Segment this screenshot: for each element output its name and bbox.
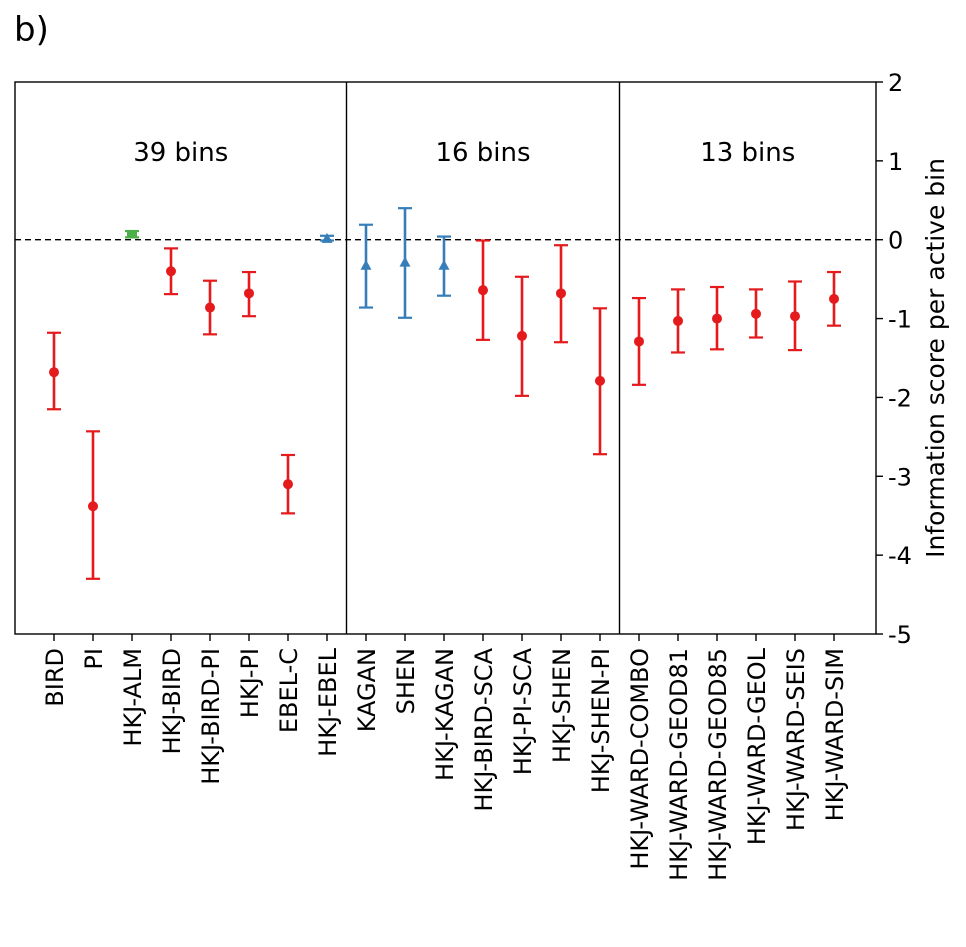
x-tick-label: HKJ-EBEL — [314, 647, 342, 756]
data-point — [399, 256, 411, 267]
panel-label: b) — [14, 10, 49, 50]
data-point — [673, 315, 683, 326]
x-tick-label: BIRD — [41, 648, 69, 707]
y-tick-label: -4 — [888, 542, 912, 570]
x-tick-label: HKJ-SHEN — [548, 648, 576, 763]
data-point — [556, 288, 566, 299]
y-axis-label: Information score per active bin — [921, 158, 950, 558]
group-dividers — [345, 82, 621, 634]
data-marks — [47, 207, 841, 580]
x-tick-label: HKJ-WARD-GEOL — [743, 647, 771, 845]
data-point — [478, 285, 488, 296]
plot-frame — [14, 81, 877, 635]
data-point — [712, 313, 722, 324]
x-tick-label: HKJ-WARD-SIM — [821, 648, 849, 821]
data-point — [283, 479, 293, 490]
data-point — [49, 367, 59, 378]
x-tick-label: HKJ-WARD-GEOD81 — [665, 648, 693, 881]
group-labels: 39 bins 16 bins 13 bins — [133, 138, 795, 168]
x-tick-label: PI — [80, 648, 108, 670]
data-point — [634, 336, 644, 347]
data-point — [321, 232, 333, 243]
y-tick-label: 2 — [888, 69, 903, 97]
group-label: 16 bins — [435, 138, 530, 168]
x-tick-label: HKJ-BIRD-SCA — [470, 647, 498, 811]
y-tick-label: -3 — [888, 463, 912, 491]
x-tick-label: HKJ-KAGAN — [431, 648, 459, 781]
data-point — [595, 375, 605, 386]
y-tick-label: -1 — [888, 306, 912, 334]
y-axis: 2 1 0 -1 -2 -3 -4 -5 — [876, 69, 912, 649]
x-tick-label: HKJ-BIRD — [158, 648, 186, 755]
data-point — [244, 288, 254, 299]
y-tick-label: -5 — [888, 621, 912, 649]
x-tick-label: HKJ-ALM — [119, 648, 147, 747]
data-point — [790, 311, 800, 322]
data-point — [517, 330, 527, 341]
x-tick-label: HKJ-BIRD-PI — [197, 648, 225, 785]
x-tick-label: HKJ-WARD-SEIS — [782, 648, 810, 831]
x-tick-label: SHEN — [392, 648, 420, 714]
x-tick-label: EBEL-C — [275, 648, 303, 733]
y-tick-label: 1 — [888, 148, 903, 176]
group-label: 13 bins — [700, 138, 795, 168]
y-tick-label: -2 — [888, 384, 912, 412]
x-tick-label: HKJ-WARD-COMBO — [626, 648, 654, 870]
group-label: 39 bins — [133, 138, 228, 168]
x-axis-labels: BIRD PI HKJ-ALM HKJ-BIRD HKJ-BIRD-PI HKJ-PI EB… — [41, 634, 849, 881]
data-point — [166, 266, 176, 277]
y-tick-label: 0 — [888, 227, 903, 255]
x-tick-label: HKJ-SHEN-PI — [587, 648, 615, 793]
data-point — [360, 259, 372, 270]
data-point — [127, 230, 137, 239]
x-tick-label: HKJ-WARD-GEOD85 — [704, 648, 732, 881]
x-tick-label: HKJ-PI — [236, 648, 264, 718]
data-point — [205, 302, 215, 313]
x-tick-label: HKJ-PI-SCA — [509, 647, 537, 775]
data-point — [829, 293, 839, 304]
data-point — [88, 501, 98, 512]
data-point — [438, 259, 450, 270]
x-tick-label: KAGAN — [353, 648, 381, 732]
data-point — [751, 308, 761, 319]
